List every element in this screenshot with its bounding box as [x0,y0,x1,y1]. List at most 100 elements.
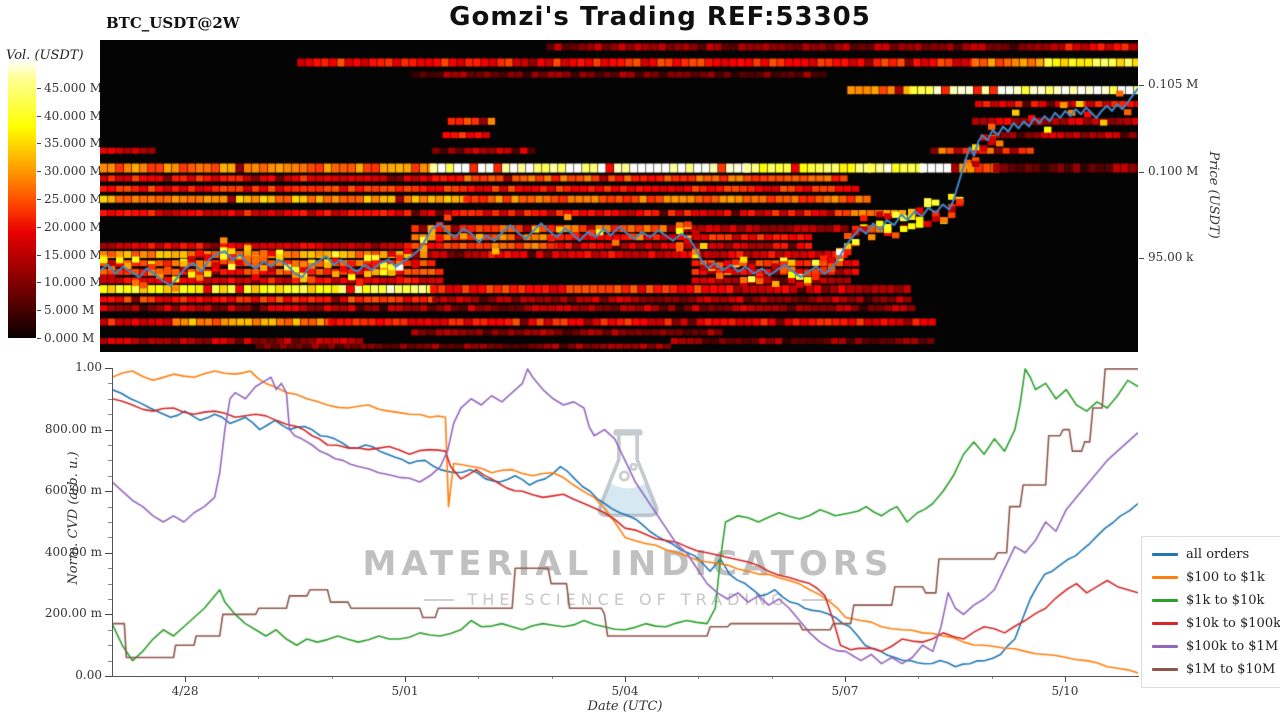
colorbar-tick-mark [37,310,41,312]
y-tick-label: 1.00 [75,360,102,374]
volume-heatmap-canvas [100,40,1138,352]
price-tick-label: 0.100 M [1148,163,1199,178]
legend-item: $1M to $10M [1152,658,1280,681]
colorbar-tick-label: 35.000 M [44,136,103,151]
y-tick-mark [105,491,112,493]
legend-label: $10k to $100k [1186,616,1280,631]
colorbar-tick-mark [37,254,41,256]
price-tick-label: 95.00 k [1148,250,1194,264]
y-minor-tick-mark [108,414,112,416]
x-tick-label: 5/10 [1051,684,1079,698]
y-minor-tick-mark [108,460,112,462]
colorbar-tick-mark [37,338,41,339]
x-minor-tick-mark [331,676,333,679]
colorbar [8,60,36,338]
legend-swatch [1152,599,1178,602]
x-tick-mark [625,676,626,682]
y-minor-tick-mark [108,645,112,647]
x-tick-mark [844,676,846,682]
legend-swatch [1152,553,1178,556]
y-tick-mark [105,368,112,369]
legend-swatch [1152,576,1178,579]
y-tick-mark [105,552,112,554]
cvd-x-axis-label: Date (UTC) [587,699,663,714]
x-minor-tick-mark [698,676,700,679]
page-title: Gomzi's Trading REF:53305 [449,2,871,32]
x-tick-label: 5/01 [391,684,419,698]
colorbar-tick-label: 25.000 M [44,192,103,206]
x-tick-label: 5/07 [831,684,859,698]
y-tick-label: 400.00 m [44,544,102,559]
x-tick-mark [1064,676,1066,682]
y-minor-tick-mark [108,445,112,446]
y-minor-tick-mark [108,537,112,539]
colorbar-tick-mark [37,143,41,145]
price-tick-mark [1139,171,1144,173]
legend-swatch [1152,622,1178,625]
x-tick-mark [185,676,187,682]
colorbar-tick-label: 15.000 M [44,247,103,262]
colorbar-tick-label: 40.000 M [44,108,103,123]
price-tick-mark [1139,85,1144,86]
colorbar-tick-mark [37,115,41,117]
y-minor-tick-mark [108,475,112,477]
y-minor-tick-mark [108,506,112,508]
x-minor-tick-mark [478,676,480,679]
colorbar-tick-label: 5.000 M [44,303,95,318]
legend: all orders $100 to $1k $1k to $10k $10k to … [1141,536,1280,688]
y-tick-label: 600.00 m [44,483,102,498]
legend-label: $1k to $10k [1186,593,1265,608]
colorbar-tick-label: 45.000 M [44,80,103,95]
colorbar-tick-label: 30.000 M [44,164,103,179]
colorbar-tick-label: 20.000 M [44,219,103,234]
y-tick-mark [105,429,112,431]
price-tick-label: 0.105 M [1148,77,1199,91]
y-minor-tick-mark [108,568,112,570]
cvd-y-axis-label: Norm. CVD (arb. u.) [66,451,81,585]
colorbar-tick-mark [37,87,41,89]
x-minor-tick-mark [918,676,920,679]
y-minor-tick-mark [108,583,112,585]
legend-label: $100k to $1M [1186,639,1279,654]
colorbar-label: Vol. (USDT) [6,48,84,63]
x-minor-tick-mark [258,676,260,679]
colorbar-tick-mark [37,171,41,173]
colorbar-tick-mark [37,199,41,200]
y-tick-mark [105,676,112,677]
legend-item: all orders [1152,543,1280,566]
y-minor-tick-mark [108,383,112,385]
x-minor-tick-mark [771,676,773,679]
x-minor-tick-mark [551,676,553,679]
y-minor-tick-mark [108,660,112,662]
y-tick-mark [105,614,112,616]
legend-item: $100k to $1M [1152,635,1280,658]
y-minor-tick-mark [108,398,112,400]
legend-label: $1M to $10M [1186,662,1276,677]
legend-item: $10k to $100k [1152,612,1280,635]
y-minor-tick-mark [108,522,112,523]
colorbar-tick-mark [37,282,41,284]
y-tick-label: 200.00 m [44,606,102,621]
symbol-label: BTC_USDT@2W [106,14,240,32]
legend-swatch [1152,645,1178,648]
legend-label: all orders [1186,547,1250,562]
colorbar-tick-label: 10.000 M [44,275,103,290]
cvd-line-chart-canvas [112,368,1138,676]
legend-label: $100 to $1k [1186,570,1265,585]
legend-swatch [1152,668,1178,671]
legend-item: $100 to $1k [1152,566,1280,589]
y-minor-tick-mark [108,599,112,600]
x-tick-mark [405,676,407,682]
colorbar-tick-label: 0.000 M [44,331,95,345]
price-axis-label: Price (USDT) [1206,151,1221,239]
y-tick-label: 0.00 [75,668,102,682]
price-tick-mark [1139,258,1144,259]
x-tick-label: 4/28 [171,684,199,698]
y-minor-tick-mark [108,629,112,631]
x-tick-label: 5/04 [611,684,639,698]
colorbar-tick-mark [37,226,41,228]
legend-item: $1k to $10k [1152,589,1280,612]
x-minor-tick-mark [991,676,993,679]
y-tick-label: 800.00 m [44,421,102,436]
